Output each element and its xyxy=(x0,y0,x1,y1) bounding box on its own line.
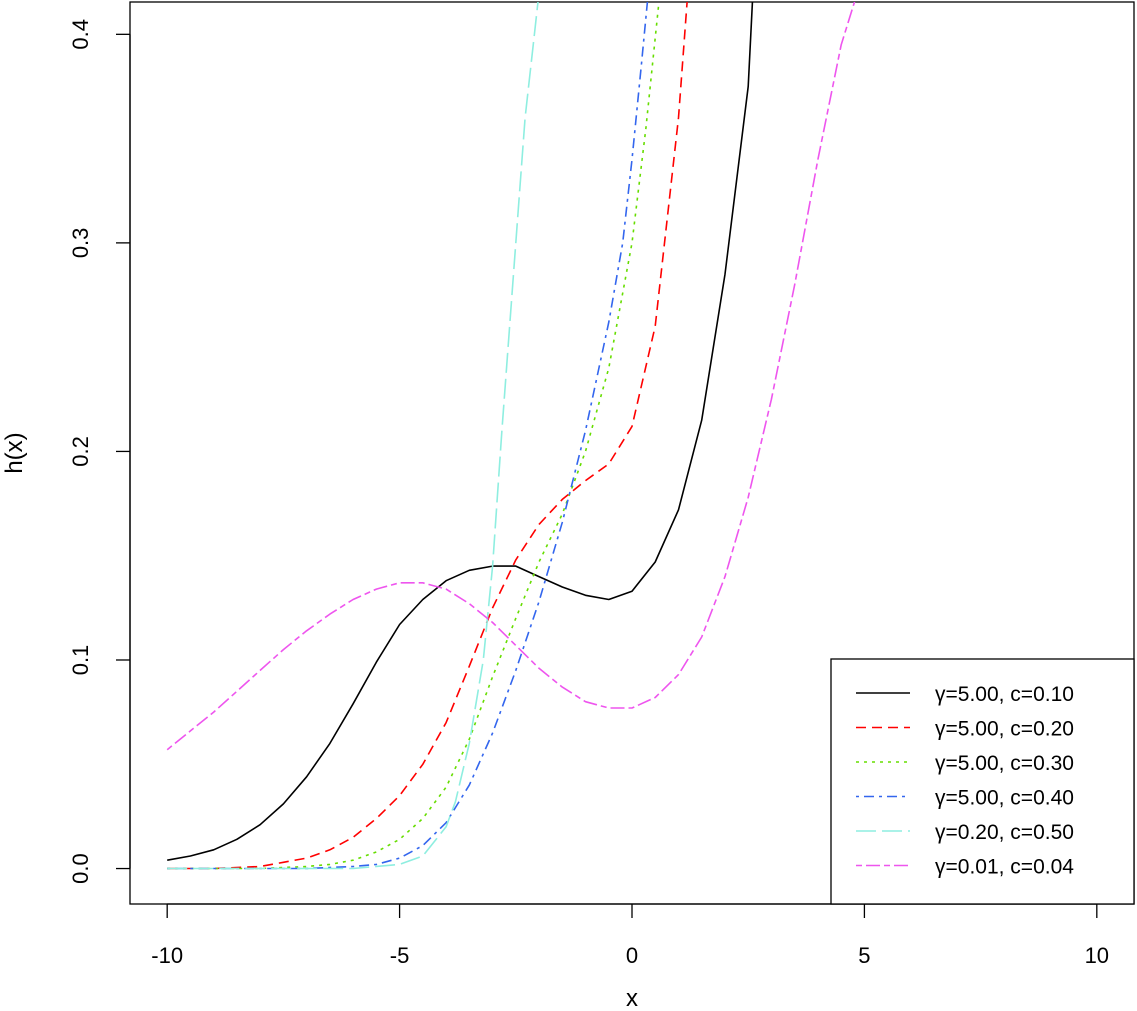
y-tick-label: 0.3 xyxy=(68,228,93,259)
legend-label: γ=5.00, c=0.20 xyxy=(935,718,1074,741)
x-tick-label: 5 xyxy=(858,943,870,968)
series-line xyxy=(167,2,649,870)
y-tick-label: 0.0 xyxy=(68,853,93,884)
legend-label: γ=5.00, c=0.30 xyxy=(935,752,1074,775)
x-tick-label: 10 xyxy=(1085,943,1109,968)
y-axis-title: h(x) xyxy=(1,432,28,473)
series-line xyxy=(166,2,856,751)
legend-box xyxy=(830,658,1135,905)
series-line xyxy=(167,2,688,870)
legend-label: γ=0.01, c=0.04 xyxy=(935,856,1074,879)
x-tick-label: 0 xyxy=(626,943,638,968)
y-tick-label: 0.4 xyxy=(68,19,93,50)
series-line xyxy=(167,2,660,870)
series-layer xyxy=(166,2,856,870)
x-tick-label: -5 xyxy=(390,943,410,968)
y-tick-label: 0.2 xyxy=(68,436,93,467)
x-axis: -10 -5 0 5 10 xyxy=(151,903,1109,968)
y-tick-label: 0.1 xyxy=(68,645,93,676)
legend-label: γ=0.20, c=0.50 xyxy=(935,821,1074,844)
x-tick-label: -10 xyxy=(151,943,183,968)
legend-label: γ=5.00, c=0.40 xyxy=(935,787,1074,810)
x-axis-title: x xyxy=(626,985,638,1011)
y-axis: 0.0 0.1 0.2 0.3 0.4 xyxy=(68,19,131,884)
series-line xyxy=(167,2,754,861)
legend-label: γ=5.00, c=0.10 xyxy=(935,683,1074,706)
series-line xyxy=(167,2,539,870)
legend: γ=5.00, c=0.10 γ=5.00, c=0.20 γ=5.00, c=0.… xyxy=(830,658,1135,905)
